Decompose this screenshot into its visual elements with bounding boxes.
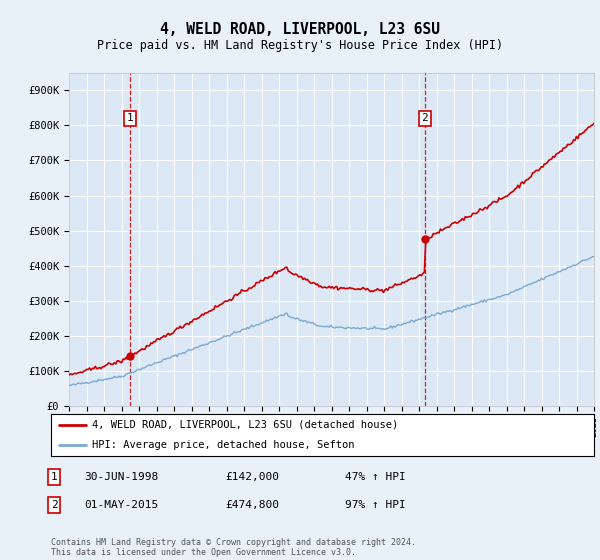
Text: 97% ↑ HPI: 97% ↑ HPI	[345, 500, 406, 510]
Text: £474,800: £474,800	[225, 500, 279, 510]
Text: 2: 2	[50, 500, 58, 510]
Text: 47% ↑ HPI: 47% ↑ HPI	[345, 472, 406, 482]
Text: 30-JUN-1998: 30-JUN-1998	[84, 472, 158, 482]
Text: 1: 1	[127, 113, 134, 123]
Text: 2: 2	[421, 113, 428, 123]
Text: 01-MAY-2015: 01-MAY-2015	[84, 500, 158, 510]
Text: 4, WELD ROAD, LIVERPOOL, L23 6SU (detached house): 4, WELD ROAD, LIVERPOOL, L23 6SU (detach…	[92, 420, 398, 430]
Text: 4, WELD ROAD, LIVERPOOL, L23 6SU: 4, WELD ROAD, LIVERPOOL, L23 6SU	[160, 22, 440, 38]
Text: 1: 1	[50, 472, 58, 482]
Text: Price paid vs. HM Land Registry's House Price Index (HPI): Price paid vs. HM Land Registry's House …	[97, 39, 503, 52]
Text: £142,000: £142,000	[225, 472, 279, 482]
Text: HPI: Average price, detached house, Sefton: HPI: Average price, detached house, Seft…	[92, 440, 354, 450]
Text: Contains HM Land Registry data © Crown copyright and database right 2024.
This d: Contains HM Land Registry data © Crown c…	[51, 538, 416, 557]
